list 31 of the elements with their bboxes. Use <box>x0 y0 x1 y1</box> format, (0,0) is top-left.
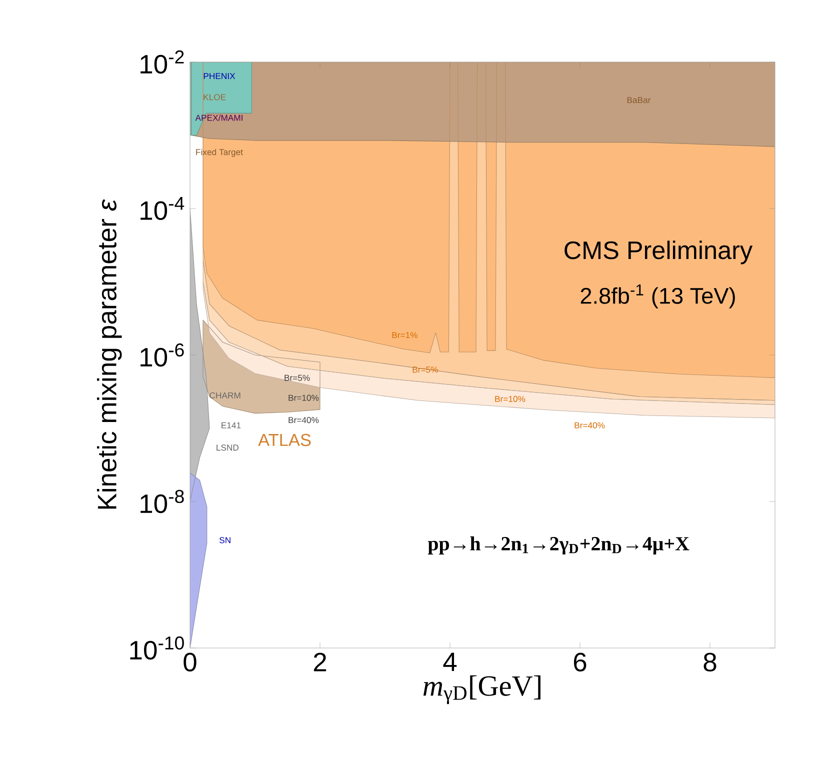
annotation: E141 <box>222 422 241 428</box>
y-tick-label: 10$^{-6}$ <box>140 343 184 367</box>
annotation: ATLAS <box>258 434 311 446</box>
annotation: Br=10% <box>495 396 526 402</box>
x-tick-label: 0 <box>184 652 196 672</box>
annotation: CHARM <box>210 392 240 398</box>
annotation: BaBar <box>627 97 651 104</box>
annotation: APEX/MAMI <box>195 114 242 121</box>
y-tick-label: 10$^{-4}$ <box>140 196 184 220</box>
annotation: Br=10% <box>288 394 319 401</box>
y-tick-label: 10$^{-2}$ <box>140 50 184 74</box>
x-tick-label: 4 <box>443 652 457 671</box>
text: pp→h→2n$_{1}$→2γ$_{D}$+2n$_{D}$→4μ+X <box>428 536 690 554</box>
x-tick-label: 2 <box>314 652 326 672</box>
x-axis-title: m$_{γD}$[GeV] <box>423 675 540 704</box>
annotation: Br=5% <box>412 366 438 373</box>
x-tick-label: 6 <box>574 652 586 672</box>
y-tick-label: 10$^{-8}$ <box>140 490 184 514</box>
annotation: PHENIX <box>204 73 236 80</box>
annotation: Br=40% <box>574 422 605 428</box>
y-tick-label: 10$^{-10}$ <box>130 636 184 660</box>
annotation: KLOE <box>204 94 226 100</box>
annotation: Br=5% <box>284 374 310 381</box>
annotation: Br=40% <box>288 417 319 424</box>
annotation: LSND <box>216 444 239 451</box>
x-tick-label: 8 <box>704 652 716 672</box>
annotation: SN <box>220 537 230 544</box>
annotation: 2.8fb$^{-1}$ (13 TeV) <box>580 284 735 308</box>
annotation: CMS Preliminary <box>564 240 753 264</box>
y-axis-title: Kinetic mixing parameter ε <box>96 199 122 509</box>
annotation: Br=1% <box>392 332 418 338</box>
